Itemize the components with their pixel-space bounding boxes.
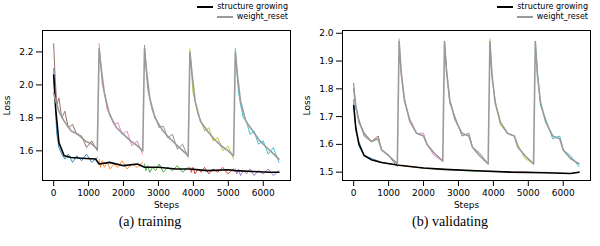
svg-text:Loss: Loss bbox=[302, 95, 312, 115]
svg-text:0: 0 bbox=[351, 188, 357, 198]
svg-text:Steps: Steps bbox=[454, 200, 479, 210]
svg-text:2000: 2000 bbox=[412, 188, 435, 198]
svg-text:1.6: 1.6 bbox=[319, 139, 334, 149]
html-text:(a) training: (a) training bbox=[118, 214, 182, 229]
svg-text:2000: 2000 bbox=[112, 188, 135, 198]
svg-text:1.6: 1.6 bbox=[19, 146, 34, 156]
html-text:structure growing: structure growing bbox=[217, 2, 288, 11]
html-text:weight_reset: weight_reset bbox=[236, 12, 288, 21]
svg-text:4000: 4000 bbox=[482, 188, 505, 198]
svg-text:1.7: 1.7 bbox=[319, 111, 333, 121]
svg-text:1.8: 1.8 bbox=[319, 84, 334, 94]
svg-text:2.0: 2.0 bbox=[319, 28, 334, 38]
svg-text:3000: 3000 bbox=[447, 188, 470, 198]
html-text:structure growing: structure growing bbox=[517, 2, 588, 11]
svg-text:1.5: 1.5 bbox=[319, 167, 333, 177]
svg-text:2.0: 2.0 bbox=[19, 80, 34, 90]
html-text:weight_reset: weight_reset bbox=[536, 12, 588, 21]
svg-text:4000: 4000 bbox=[182, 188, 205, 198]
svg-text:6000: 6000 bbox=[252, 188, 275, 198]
svg-text:6000: 6000 bbox=[552, 188, 575, 198]
svg-text:1000: 1000 bbox=[77, 188, 100, 198]
svg-text:5000: 5000 bbox=[517, 188, 540, 198]
svg-text:5000: 5000 bbox=[217, 188, 240, 198]
svg-text:1.8: 1.8 bbox=[19, 113, 34, 123]
html-text:(b) validating: (b) validating bbox=[412, 214, 488, 229]
svg-text:Steps: Steps bbox=[154, 200, 179, 210]
svg-text:1.9: 1.9 bbox=[319, 56, 334, 66]
svg-text:Loss: Loss bbox=[2, 95, 12, 115]
svg-text:1000: 1000 bbox=[377, 188, 400, 198]
svg-text:0: 0 bbox=[51, 188, 57, 198]
svg-text:2.2: 2.2 bbox=[19, 47, 33, 57]
svg-text:3000: 3000 bbox=[147, 188, 170, 198]
